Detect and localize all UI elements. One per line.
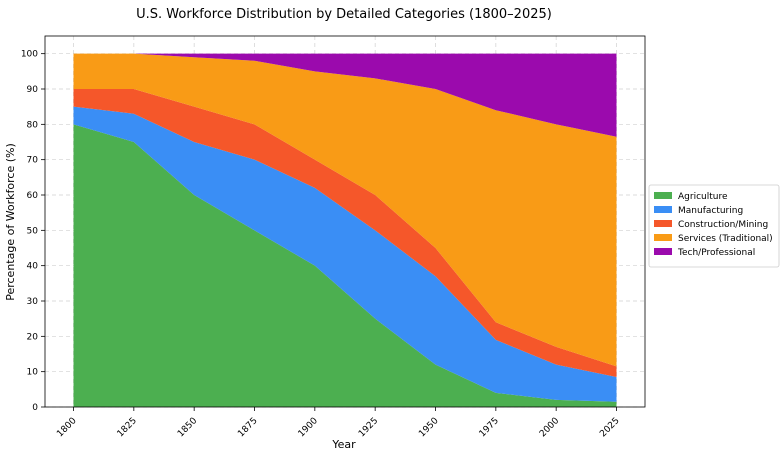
x-tick-label: 1800 [55, 416, 78, 439]
y-tick-label: 50 [27, 226, 39, 236]
area-series-0 [73, 124, 617, 407]
x-tick-label: 1975 [478, 416, 501, 439]
y-tick-label: 90 [27, 85, 39, 95]
y-tick-label: 0 [32, 403, 38, 413]
legend: Agriculture Manufacturing Construction/Min… [648, 184, 780, 268]
y-tick-label: 100 [21, 50, 38, 60]
area-series-3 [73, 53, 617, 367]
area-series-4 [73, 53, 617, 137]
legend-label: Tech/Professional [677, 248, 755, 258]
legend-swatch [654, 248, 672, 255]
legend-swatch [654, 220, 672, 227]
y-tick-label: 70 [27, 156, 39, 166]
x-tick-label: 2000 [538, 416, 561, 439]
y-tick-label: 60 [27, 191, 39, 201]
legend-label: Manufacturing [678, 206, 743, 216]
legend-box [648, 184, 780, 268]
area-series-2 [73, 89, 617, 377]
x-tick-label: 1825 [116, 416, 139, 439]
legend-swatch [654, 206, 672, 213]
legend-label: Construction/Mining [678, 220, 768, 230]
legend-swatch [654, 192, 672, 199]
plot-frame [44, 35, 646, 408]
y-tick-label: 20 [27, 332, 39, 342]
y-tick-label: 40 [27, 262, 39, 272]
stacked-areas [73, 53, 617, 407]
legend-label: Agriculture [678, 192, 728, 202]
area-series-1 [73, 106, 617, 402]
x-axis-label: Year [331, 438, 356, 451]
x-tick-label: 1925 [357, 416, 380, 439]
x-tick-label: 2025 [598, 416, 621, 439]
x-tick-label: 1875 [236, 416, 259, 439]
chart-title: U.S. Workforce Distribution by Detailed … [136, 7, 552, 22]
x-tick-label: 1900 [297, 416, 320, 439]
y-tick-label: 80 [27, 120, 39, 130]
y-tick-label: 10 [27, 368, 39, 378]
legend-label: Services (Traditional) [678, 234, 773, 244]
x-tick-label: 1850 [176, 416, 199, 439]
x-tick-label: 1950 [417, 416, 440, 439]
y-axis-label: Percentage of Workforce (%) [4, 143, 17, 301]
y-tick-label: 30 [27, 297, 39, 307]
legend-swatch [654, 234, 672, 241]
